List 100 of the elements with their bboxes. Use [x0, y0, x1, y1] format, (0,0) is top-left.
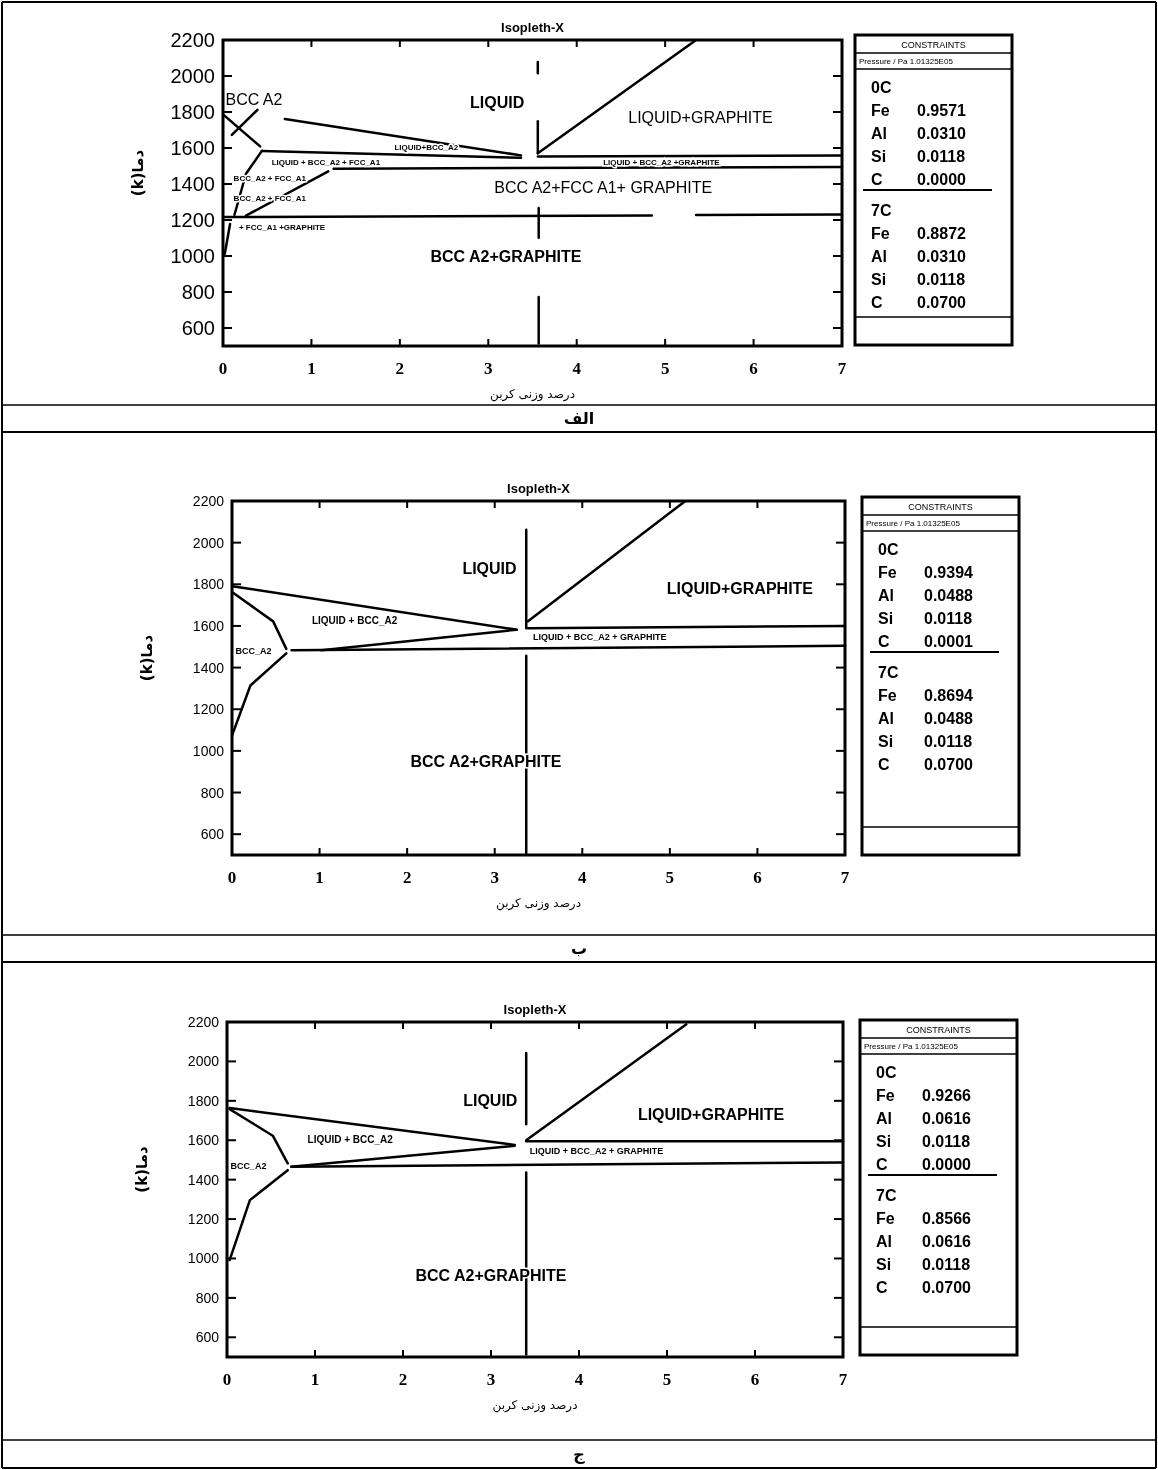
y-axis-title: دما(k) [133, 1146, 151, 1193]
y-tick-label: 1000 [192, 742, 225, 759]
text: Si 0.0118 [878, 732, 973, 750]
text: Al 0.0310 [871, 124, 966, 142]
y-tick-label: 1600 [170, 137, 215, 159]
chart-title: Isopleth-X [501, 20, 565, 35]
annotation: LIQUID [462, 560, 517, 578]
y-tick-label: 600 [195, 1329, 220, 1346]
y-tick-label: 600 [200, 826, 225, 843]
text: Pressure / Pa 1.01325E05 [859, 56, 954, 66]
text: Fe 0.9394 [878, 563, 973, 581]
x-tick-label: 2 [402, 868, 412, 887]
x-tick-label: 0 [218, 359, 228, 378]
text: Si 0.0118 [876, 1255, 971, 1273]
text: C 0.0000 [871, 170, 966, 188]
annotation: LIQUID [463, 1092, 518, 1110]
x-tick-label: 5 [660, 359, 670, 378]
text: 7C [878, 663, 899, 681]
x-axis-title: درصد وزنی کربن [492, 1398, 578, 1413]
x-tick-label: 4 [578, 868, 588, 887]
y-tick-label: 2000 [192, 534, 225, 551]
text: ج [573, 1444, 586, 1464]
text: Si 0.0118 [876, 1132, 971, 1150]
text: Al 0.0616 [876, 1109, 971, 1127]
y-tick-label: 1800 [170, 101, 215, 123]
text: CONSTRAINTS [908, 502, 973, 512]
annotation: BCC_A2 [235, 646, 272, 657]
y-tick-label: 2200 [187, 1014, 220, 1030]
text: Al 0.0488 [878, 709, 973, 727]
x-tick-label: 6 [749, 359, 758, 378]
text: C 0.0001 [878, 632, 973, 650]
y-tick-label: 1400 [192, 659, 225, 676]
text: Fe 0.9571 [871, 101, 966, 119]
annotation: BCC A2+GRAPHITE [430, 247, 582, 265]
y-tick-label: 1000 [187, 1250, 220, 1267]
x-tick-label: 3 [490, 868, 499, 887]
annotation: LIQUID+GRAPHITE [628, 108, 773, 126]
y-tick-label: 1600 [192, 617, 225, 634]
y-tick-label: 1400 [170, 173, 215, 195]
y-tick-label: 800 [200, 784, 225, 801]
text: 7C [876, 1186, 897, 1204]
x-axis-title: درصد وزنی کربن [490, 387, 575, 402]
x-tick-label: 4 [572, 359, 582, 378]
x-tick-label: 2 [395, 359, 405, 378]
annotation: LIQUID [470, 93, 525, 111]
text: CONSTRAINTS [901, 40, 966, 50]
y-axis-title: دما(k) [138, 634, 156, 682]
annotation: LIQUID+GRAPHITE [666, 579, 814, 597]
y-tick-label: 1600 [187, 1132, 220, 1149]
text: Fe 0.9266 [876, 1086, 971, 1104]
text: Fe 0.8694 [878, 686, 973, 704]
annotation: LIQUID + BCC_A2 [311, 614, 398, 626]
x-tick-label: 1 [307, 359, 316, 378]
text: C 0.0700 [876, 1278, 971, 1296]
text: C 0.0000 [876, 1155, 971, 1173]
annotation: LIQUID+GRAPHITE [637, 1106, 785, 1124]
annotation: LIQUID + BCC_A2 + GRAPHITE [533, 631, 667, 642]
x-tick-label: 5 [662, 1370, 672, 1389]
annotation: LIQUID + BCC_A2 [307, 1133, 394, 1145]
y-tick-label: 1800 [187, 1092, 220, 1109]
annotation: + FCC_A1 +GRAPHITE [238, 222, 326, 232]
text: Pressure / Pa 1.01325E05 [864, 1041, 959, 1051]
text: Fe 0.8566 [876, 1209, 971, 1227]
x-tick-label: 7 [840, 868, 850, 887]
x-tick-label: 1 [310, 1370, 320, 1389]
x-tick-label: 5 [665, 868, 675, 887]
text: CONSTRAINTS [906, 1025, 971, 1035]
text: 7C [871, 201, 892, 219]
x-tick-label: 1 [315, 868, 324, 887]
x-tick-label: 2 [398, 1370, 408, 1389]
text: Si 0.0118 [871, 147, 966, 165]
y-tick-label: 1200 [187, 1211, 220, 1228]
y-tick-label: 1000 [170, 245, 215, 267]
chart-title: Isopleth-X [503, 1002, 567, 1017]
text: الف [563, 409, 595, 428]
x-tick-label: 7 [838, 1370, 848, 1389]
x-tick-label: 3 [484, 359, 493, 378]
chart-title: Isopleth-X [507, 481, 571, 496]
y-tick-label: 1400 [187, 1171, 220, 1188]
annotation: BCC A2+FCC A1+ GRAPHITE [494, 179, 713, 197]
y-tick-label: 1200 [170, 209, 215, 231]
text: C 0.0700 [871, 293, 966, 311]
text: 0C [871, 78, 892, 96]
annotation: LIQUID + BCC_A2 + FCC_A1 [271, 157, 381, 167]
x-tick-label: 3 [486, 1370, 496, 1389]
text: 0C [878, 540, 899, 558]
text: Si 0.0118 [878, 609, 973, 627]
annotation: BCC_A2 [230, 1160, 267, 1171]
text: Pressure / Pa 1.01325E05 [866, 518, 961, 528]
x-axis-title: درصد وزنی کربن [496, 896, 581, 911]
y-tick-label: 2200 [170, 29, 215, 51]
annotation: LIQUID + BCC_A2 + GRAPHITE [529, 1146, 664, 1157]
text: Fe 0.8872 [871, 224, 966, 242]
y-tick-label: 1200 [192, 701, 225, 718]
y-tick-label: 1800 [192, 576, 225, 593]
annotation: LIQUID + BCC_A2 +GRAPHITE [603, 157, 721, 167]
y-tick-label: 600 [181, 317, 215, 339]
y-tick-label: 2000 [187, 1053, 220, 1070]
y-tick-label: 800 [181, 281, 215, 303]
text: Al 0.0616 [876, 1232, 971, 1250]
